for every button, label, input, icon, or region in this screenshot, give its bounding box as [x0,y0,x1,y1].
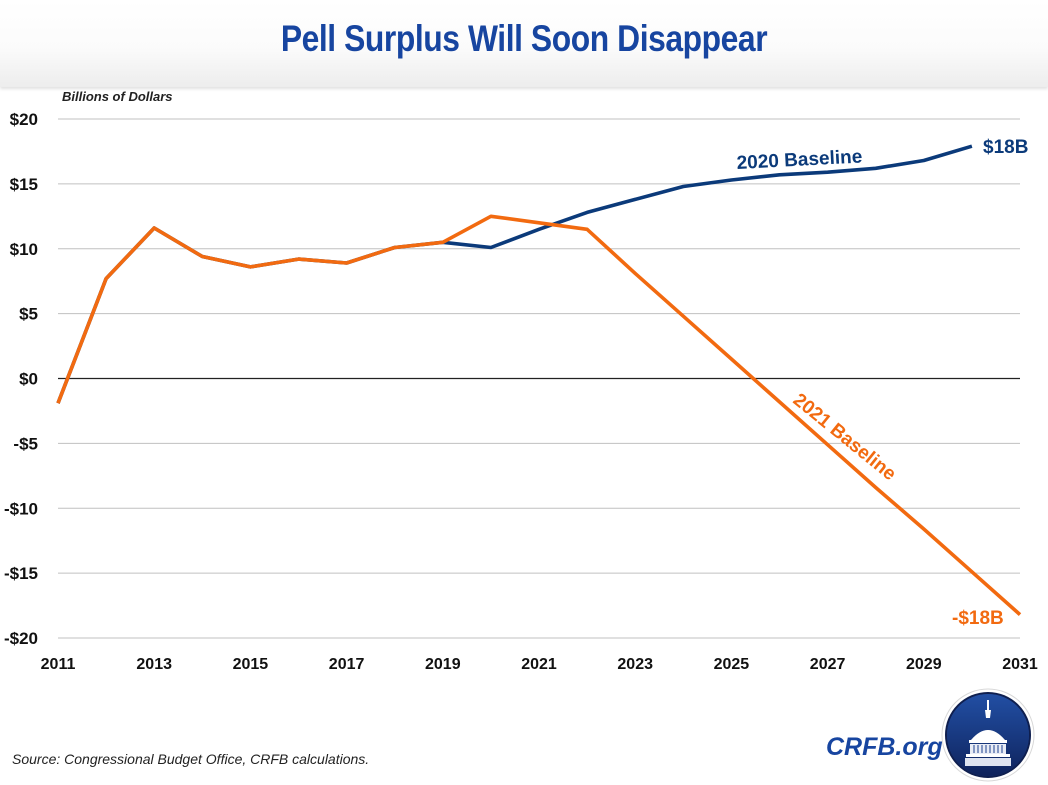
x-tick-label: 2015 [233,656,269,673]
source-note: Source: Congressional Budget Office, CRF… [12,751,370,767]
x-tick-label: 2011 [41,656,76,673]
x-tick-label: 2029 [906,656,942,673]
series-lines [56,144,1022,616]
y-tick-label: -$5 [13,434,38,453]
x-axis-ticks: 2011 2013 2015 2017 2019 2021 2023 2025 2027 2029… [41,656,1038,673]
y-axis-ticks: $20 $15 $10 $5 $0 -$5 -$10 -$15 -$20 [4,110,38,648]
end-label-2020-baseline: $18B [983,137,1028,158]
y-tick-label: -$15 [4,564,38,583]
series-line-2020-baseline [56,144,973,404]
y-tick-label: $20 [10,110,38,129]
series-line-2021-baseline [56,214,1022,616]
y-axis-unit-label: Billions of Dollars [62,89,173,104]
chart-title: Pell Surplus Will Soon Disappear [280,18,768,59]
x-tick-label: 2017 [329,656,365,673]
x-tick-label: 2023 [617,656,653,673]
x-tick-label: 2013 [136,656,172,673]
capitol-dome-icon [941,688,1035,782]
y-tick-label: $10 [10,240,38,259]
x-tick-label: 2021 [521,656,557,673]
end-label-2021-baseline: -$18B [952,608,1004,629]
y-tick-label: $15 [10,175,38,194]
x-tick-label: 2027 [810,656,846,673]
series-label-2021-baseline: 2021 Baseline [789,390,900,485]
gridlines [58,118,1020,639]
y-tick-label: $5 [19,305,38,324]
brand-link[interactable]: CRFB.org [826,733,943,761]
x-tick-label: 2019 [425,656,461,673]
y-tick-label: -$10 [4,499,38,518]
x-tick-label: 2025 [714,656,750,673]
y-tick-label: $0 [19,370,38,389]
header-bar: Pell Surplus Will Soon Disappear [0,0,1048,87]
y-tick-label: -$20 [4,629,38,648]
x-tick-label: 2031 [1002,656,1038,673]
